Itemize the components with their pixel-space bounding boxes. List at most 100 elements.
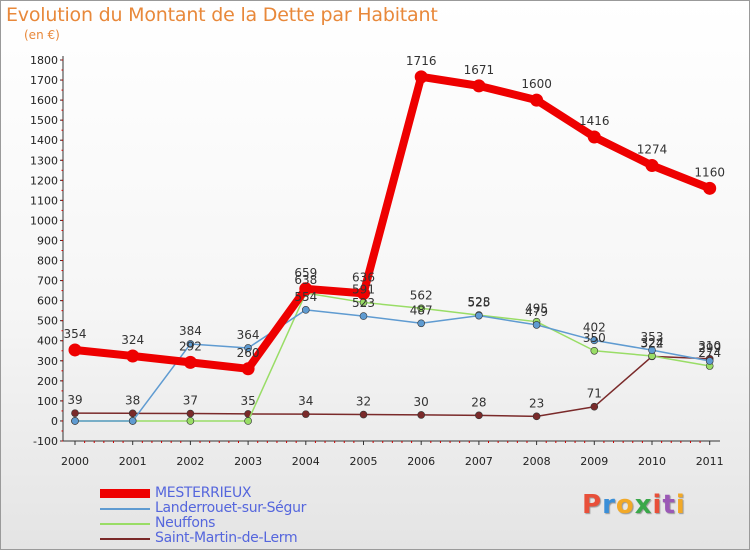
data-label: 495: [525, 302, 548, 316]
logo-letter: o: [615, 490, 635, 520]
legend-swatch: [100, 489, 150, 498]
data-point: [648, 346, 656, 354]
data-label: 638: [294, 273, 317, 287]
chart-subtitle: (en €): [24, 28, 60, 42]
series-line-2: [74, 292, 711, 422]
data-point: [475, 411, 483, 420]
legend-label: Saint-Martin-de-Lerm: [155, 530, 298, 546]
proxiti-logo: Proxiti: [582, 490, 686, 520]
x-tick-label: 2003: [234, 455, 262, 468]
y-tick-label: 900: [37, 234, 58, 247]
data-label: 1716: [406, 54, 437, 68]
data-point: [703, 181, 717, 195]
data-point: [128, 417, 137, 425]
data-label: 23: [529, 396, 544, 410]
logo-letter: x: [634, 490, 653, 520]
y-tick-label: 600: [37, 295, 58, 308]
legend-label: Neuffons: [155, 515, 216, 531]
data-label: 659: [294, 266, 317, 280]
data-point: [417, 319, 426, 328]
logo-letter: i: [675, 490, 686, 520]
legend-swatch: [100, 508, 150, 510]
data-label: 354: [64, 327, 87, 341]
x-tick-label: 2007: [465, 455, 493, 468]
data-point: [357, 286, 370, 300]
data-label: 324: [121, 333, 144, 347]
x-tick-label: 2002: [176, 455, 204, 468]
data-label: 34: [298, 394, 313, 408]
y-tick-label: 0: [51, 415, 58, 428]
data-label: 37: [183, 394, 198, 408]
x-tick-label: 2004: [292, 455, 320, 468]
data-label: 636: [352, 270, 375, 284]
data-label: 364: [237, 328, 260, 342]
x-tick-label: 2010: [638, 455, 666, 468]
y-tick-label: 300: [37, 355, 58, 368]
data-point: [359, 410, 368, 419]
data-point: [186, 417, 195, 425]
chart-title: Evolution du Montant de la Dette par Hab…: [6, 4, 438, 26]
data-point: [414, 70, 428, 84]
data-label: 402: [583, 320, 606, 334]
legend-label: MESTERRIEUX: [155, 485, 252, 501]
data-label: 350: [583, 331, 606, 345]
y-tick-label: 800: [37, 255, 58, 268]
data-point: [590, 346, 599, 355]
x-tick-label: 2011: [696, 455, 724, 468]
data-label: 353: [641, 330, 664, 344]
data-point: [68, 343, 82, 357]
x-tick-label: 2009: [580, 455, 608, 468]
y-tick-label: 1000: [30, 214, 58, 227]
data-label: 324: [641, 336, 664, 350]
data-point: [472, 79, 486, 93]
data-point: [359, 312, 368, 320]
data-point: [244, 417, 252, 425]
data-label: 1600: [521, 77, 552, 91]
data-label: 30: [414, 395, 429, 409]
y-tick-label: 400: [37, 335, 58, 348]
data-label: 310: [698, 339, 721, 353]
data-label: 28: [471, 395, 486, 409]
data-label: 299: [698, 341, 721, 355]
data-point: [301, 410, 310, 418]
data-label: 1671: [464, 63, 495, 77]
data-point: [183, 355, 197, 369]
data-label: 292: [179, 339, 202, 353]
data-label: 384: [179, 324, 202, 338]
data-point: [590, 336, 599, 345]
data-point: [241, 362, 255, 376]
data-label: 554: [294, 290, 317, 304]
data-point: [71, 417, 79, 425]
logo-letter: i: [652, 490, 663, 520]
data-label: 260: [237, 346, 260, 360]
data-point: [587, 130, 601, 144]
x-tick-label: 2006: [407, 455, 435, 468]
data-label: 1274: [637, 142, 668, 156]
legend-swatch: [100, 538, 150, 540]
legend-label: Landerrouet-sur-Ségur: [155, 500, 307, 516]
data-label: 322: [641, 336, 664, 350]
data-label: 1160: [694, 165, 725, 179]
y-tick-label: 700: [37, 275, 58, 288]
data-label: 39: [67, 393, 82, 407]
y-tick-label: 1600: [30, 94, 58, 107]
y-tick-label: 1800: [30, 54, 58, 67]
data-label: 32: [356, 395, 371, 409]
data-point: [244, 344, 252, 352]
data-label: 35: [240, 394, 255, 408]
data-label: 528: [467, 295, 490, 309]
data-label: 38: [125, 393, 140, 407]
series-line-1: [74, 309, 711, 422]
data-label: 523: [352, 296, 375, 310]
data-point: [532, 321, 541, 329]
data-label: 525: [467, 296, 490, 310]
y-tick-label: 1100: [30, 194, 58, 207]
data-label: 1416: [579, 114, 610, 128]
y-tick-label: 1700: [30, 74, 58, 87]
data-label: 591: [352, 282, 375, 296]
x-tick-label: 2001: [119, 455, 147, 468]
y-tick-label: -100: [33, 435, 58, 448]
logo-letter: r: [602, 490, 616, 520]
logo-letter: P: [582, 490, 603, 520]
